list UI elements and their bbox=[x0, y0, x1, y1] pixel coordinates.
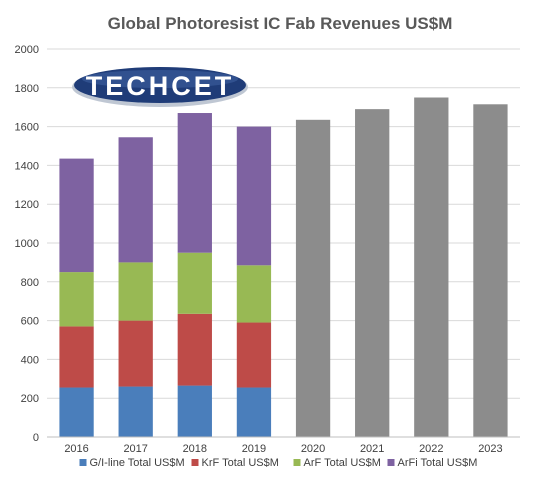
bar-segment bbox=[59, 158, 94, 273]
bar-segment bbox=[59, 387, 94, 437]
legend-swatch bbox=[387, 459, 395, 466]
y-tick-label: 0 bbox=[33, 432, 39, 444]
bar-segment bbox=[236, 322, 272, 388]
axes: 0 200 400 600 800 1000 1200 1400 1600 1800 2000 201… bbox=[15, 44, 520, 455]
chart-title: Global Photoresist IC Fab Revenues US$M bbox=[108, 14, 453, 33]
bar-segment bbox=[177, 113, 212, 253]
y-tick-label: 600 bbox=[21, 316, 39, 328]
logo-text: TECHCET bbox=[86, 71, 235, 101]
bar-segment bbox=[59, 326, 94, 388]
bar-segment bbox=[118, 320, 153, 387]
bar-segment bbox=[236, 387, 272, 437]
y-tick-label: 800 bbox=[21, 277, 39, 289]
legend-swatch bbox=[191, 459, 199, 466]
bar-segment bbox=[236, 126, 272, 266]
y-tick-label: 1200 bbox=[15, 199, 39, 211]
y-tick-label: 1800 bbox=[15, 83, 39, 95]
x-tick-label: 2017 bbox=[123, 443, 147, 455]
legend-label: ArF Total US$M bbox=[304, 457, 381, 469]
x-tick-label: 2023 bbox=[478, 443, 502, 455]
bar-segment bbox=[177, 385, 212, 437]
x-tick-label: 2016 bbox=[64, 443, 88, 455]
x-tick-label: 2018 bbox=[183, 443, 207, 455]
y-tick-label: 1000 bbox=[15, 238, 39, 250]
y-tick-label: 1600 bbox=[15, 122, 39, 134]
bar-total bbox=[355, 109, 390, 437]
y-tick-label: 2000 bbox=[15, 44, 39, 56]
legend: G/I-line Total US$M KrF Total US$M ArF Tot… bbox=[79, 457, 478, 469]
x-tick-label: 2019 bbox=[242, 443, 266, 455]
bar-segment bbox=[59, 272, 94, 327]
bar-segment bbox=[177, 252, 212, 314]
legend-label: ArFi Total US$M bbox=[398, 457, 478, 469]
bar-total bbox=[295, 119, 331, 437]
bar-segment bbox=[118, 137, 153, 263]
y-tick-label: 400 bbox=[21, 354, 39, 366]
bar-total bbox=[414, 97, 449, 437]
bar-total bbox=[473, 104, 508, 437]
legend-swatch bbox=[79, 459, 87, 466]
legend-label: KrF Total US$M bbox=[202, 457, 279, 469]
legend-swatch bbox=[293, 459, 301, 466]
x-tick-label: 2020 bbox=[301, 443, 325, 455]
y-tick-label: 200 bbox=[21, 393, 39, 405]
bar-segment bbox=[118, 386, 153, 437]
bar-segment bbox=[236, 265, 272, 323]
bars bbox=[59, 97, 508, 437]
bar-segment bbox=[118, 262, 153, 321]
legend-label: G/I-line Total US$M bbox=[90, 457, 185, 469]
techcet-logo: TECHCET bbox=[72, 67, 248, 107]
bar-segment bbox=[177, 313, 212, 386]
y-tick-label: 1400 bbox=[15, 160, 39, 172]
x-tick-label: 2021 bbox=[360, 443, 384, 455]
x-tick-label: 2022 bbox=[419, 443, 443, 455]
